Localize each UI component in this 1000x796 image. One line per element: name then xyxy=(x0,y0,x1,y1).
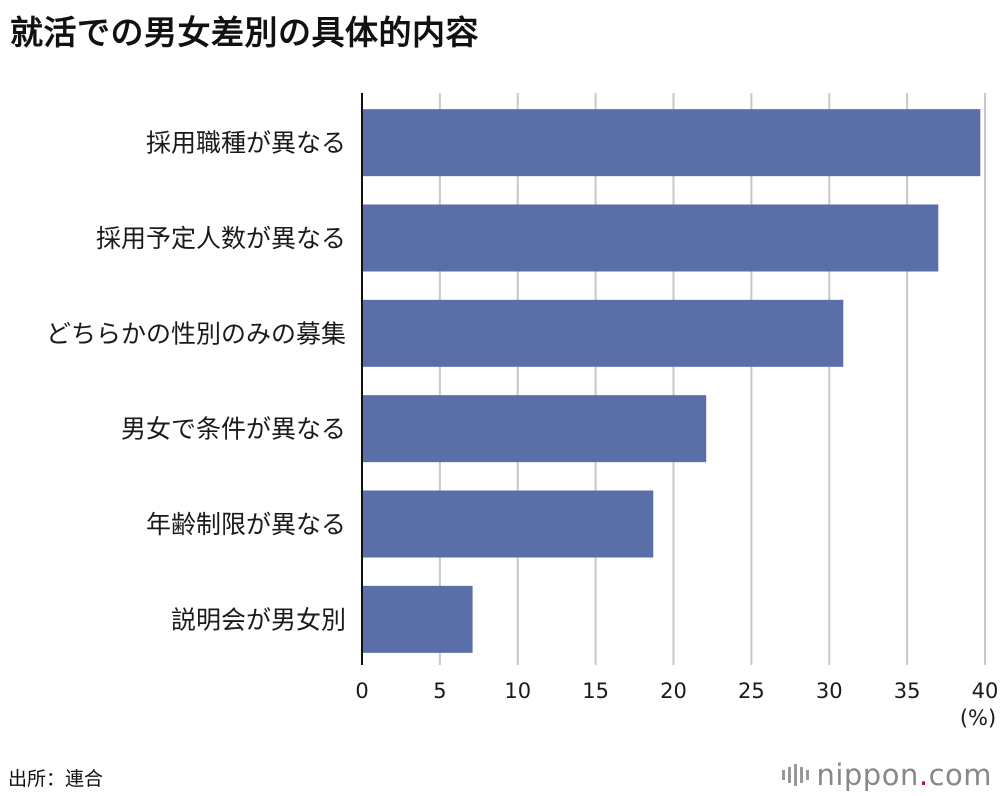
tick-label-30: 30 xyxy=(816,679,843,703)
bar-3 xyxy=(362,299,844,367)
nippon-logo: nippon. com xyxy=(782,758,992,792)
tick-label-35: 35 xyxy=(894,679,921,703)
bar-4 xyxy=(362,395,707,463)
category-label-3: どちらかの性別のみの募集 xyxy=(46,319,346,348)
logo-dot: . xyxy=(918,758,929,792)
tick-label-15: 15 xyxy=(582,679,609,703)
logo-bars-icon xyxy=(782,764,810,786)
gridlines xyxy=(438,93,986,665)
category-label-2: 採用予定人数が異なる xyxy=(96,224,346,253)
tick-label-5: 5 xyxy=(433,679,446,703)
bar-6 xyxy=(362,585,473,653)
category-labels: 採用職種が異なる採用予定人数が異なるどちらかの性別のみの募集男女で条件が異なる年… xyxy=(46,129,346,635)
tick-label-40: 40 xyxy=(972,679,999,703)
tick-label-20: 20 xyxy=(660,679,687,703)
tick-label-25: 25 xyxy=(738,679,765,703)
bars xyxy=(362,109,981,653)
bar-1 xyxy=(362,109,981,177)
logo-tld: com xyxy=(928,758,992,792)
category-label-1: 採用職種が異なる xyxy=(146,129,346,158)
category-label-6: 説明会が男女別 xyxy=(171,605,346,634)
tick-label-0: 0 xyxy=(355,679,368,703)
chart-title: 就活での男女差別の具体的内容 xyxy=(10,13,479,52)
tick-label-10: 10 xyxy=(504,679,531,703)
category-label-5: 年齢制限が異なる xyxy=(146,510,346,539)
tick-labels: 0 5 10 15 20 25 30 35 40 xyxy=(355,679,998,703)
category-label-4: 男女で条件が異なる xyxy=(121,415,346,444)
unit-label: (%) xyxy=(960,706,996,730)
bar-5 xyxy=(362,490,654,558)
logo-name: nippon xyxy=(816,758,919,792)
bar-2 xyxy=(362,204,939,272)
source-text: 出所：連合 xyxy=(8,768,104,790)
